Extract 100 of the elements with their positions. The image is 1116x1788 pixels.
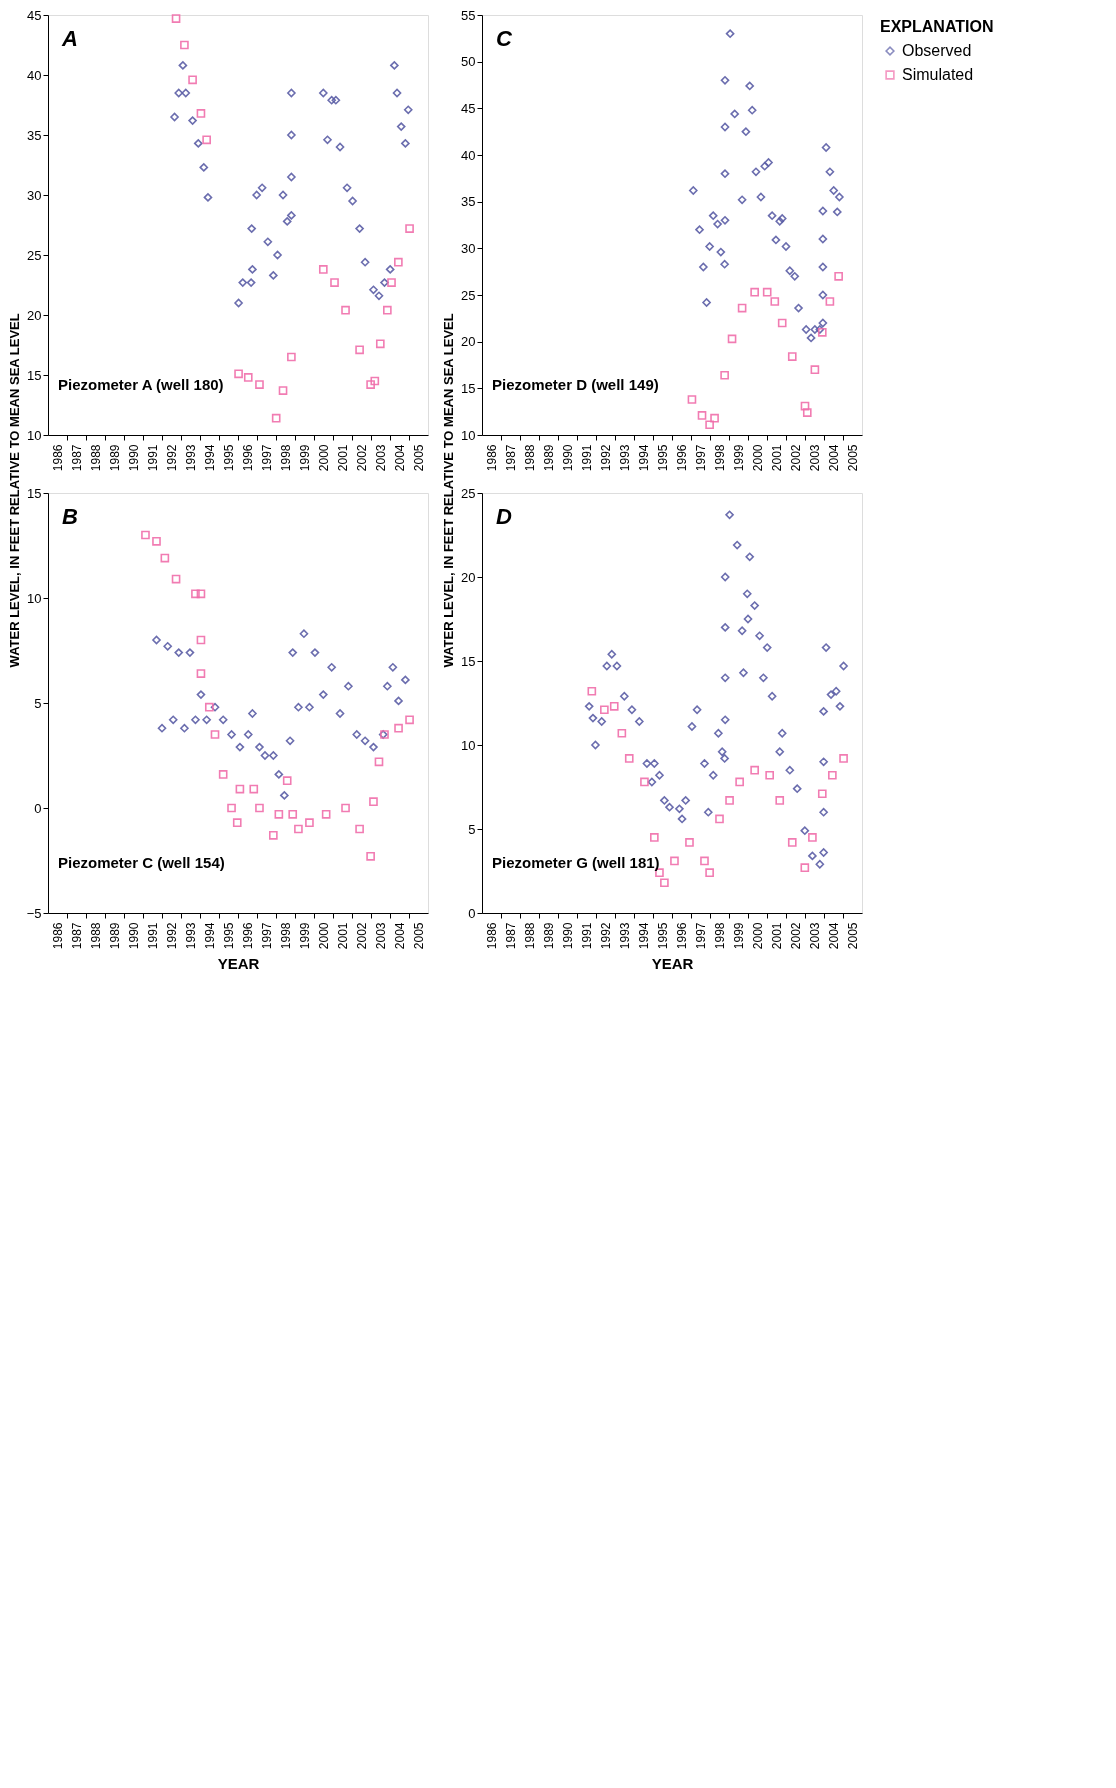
point [288,648,298,657]
point [775,747,785,757]
point [203,193,213,202]
x-tick-label: 2002 [355,922,369,950]
x-tick-label: 1996 [241,444,255,472]
point [348,196,357,206]
x-tick-label: 1997 [694,444,708,472]
annotation: Piezometer A (well 180) [58,375,224,393]
point [178,61,188,70]
x-tick-label: 1994 [637,444,651,472]
x-tick-label: 2003 [808,444,822,472]
point [713,219,722,229]
point [602,661,612,671]
x-tick-label: 1987 [504,444,518,472]
y-axis-title: WATER LEVEL, IN FEET RELATIVE TO MEAN SEA LEVEL [441,313,457,668]
y-tick-label: 40 [461,147,476,163]
point [234,298,243,308]
point [255,380,264,389]
point [720,216,730,225]
point [697,411,707,420]
point [759,673,768,683]
point [819,807,828,817]
point [342,183,352,193]
point [720,259,729,269]
x-tick-label: 1993 [618,922,632,950]
point [587,686,597,696]
x-tick-label: 2001 [770,922,784,950]
x-tick-label: 1991 [146,444,160,472]
point [675,804,684,814]
point [355,345,364,355]
point [352,730,362,739]
point [327,662,337,672]
x-tick-label: 1993 [618,444,632,472]
y-tick-label: 20 [461,334,476,350]
point [280,791,289,800]
point [835,192,844,202]
point [355,824,364,834]
x-tick-label: 1995 [656,922,670,950]
point [720,76,730,85]
point [174,648,184,657]
point [157,723,167,733]
x-tick-label: 2001 [770,444,784,472]
point [720,623,730,632]
point [327,95,337,105]
point [725,796,734,805]
point [174,88,184,98]
y-tick-label: 5 [468,821,476,837]
point [330,278,339,287]
point [193,139,203,148]
x-tick-label: 2002 [789,922,803,950]
y-tick-label: −5 [26,905,42,921]
x-tick-label: 1987 [70,444,84,472]
point [196,690,206,699]
legend-title: EXPLANATION [880,18,994,35]
point [660,878,669,888]
point [720,572,730,582]
point [808,851,817,861]
point [260,751,270,760]
x-tick-label: 1990 [561,444,575,472]
point [232,818,242,828]
point [771,235,781,245]
point [817,789,827,799]
point [387,278,396,287]
x-tick-label: 1999 [732,922,746,950]
x-tick-label: 1993 [184,922,198,950]
point [243,730,253,739]
point [591,740,600,750]
point [394,696,403,706]
x-tick-label: 1998 [279,444,293,472]
annotation: C [496,26,513,51]
point [388,662,398,672]
annotation: B [62,504,78,529]
point [775,796,785,805]
annotation: Piezometer G (well 181) [492,853,660,871]
point [287,352,296,362]
point [403,105,413,115]
point [287,88,296,98]
point [274,809,284,819]
x-tick-label: 1988 [523,444,537,472]
point [243,373,253,382]
point [247,224,257,233]
x-tick-label: 1998 [713,444,727,472]
point [640,777,649,787]
point [681,796,691,805]
point [248,709,257,718]
point [597,717,607,726]
x-axis-title: YEAR [651,955,694,973]
point [341,803,350,813]
point [294,702,303,712]
x-tick-label: 2001 [336,922,350,950]
x-tick-label: 1999 [298,922,312,950]
point [299,629,309,639]
y-tick-label: 30 [27,187,42,203]
point [624,754,634,763]
legend-label: Simulated [902,66,974,83]
point [366,851,375,861]
point [705,420,714,430]
point [821,643,831,652]
y-tick-label: 25 [461,287,476,303]
point [171,574,181,584]
